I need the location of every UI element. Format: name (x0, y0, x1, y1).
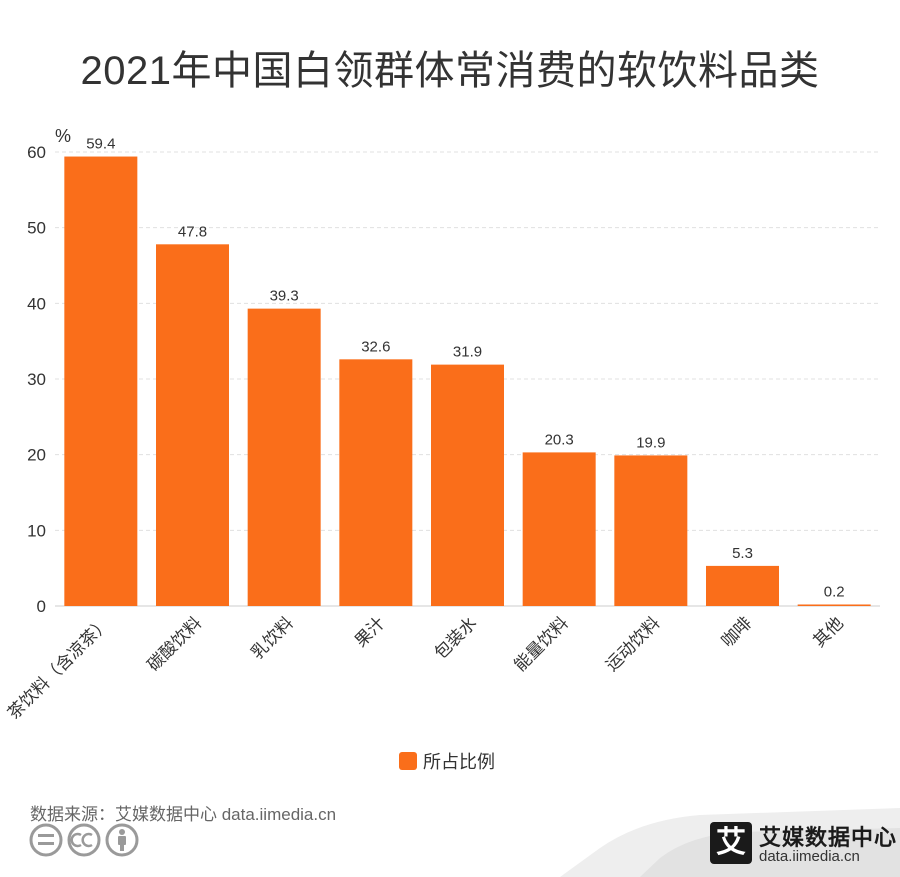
cc-license-icon (67, 823, 101, 857)
y-tick-label: 0 (37, 597, 46, 616)
chart-title: 2021年中国白领群体常消费的软饮料品类 (80, 49, 820, 93)
y-axis-unit: % (55, 126, 71, 146)
y-tick-label: 60 (27, 143, 46, 162)
bar[interactable] (247, 308, 321, 606)
data-label: 5.3 (732, 545, 753, 562)
bars: 59.4 47.8 39.3 32.6 31.9 20.3 19.9 5.3 0.2 (64, 136, 871, 607)
attribution-icon (105, 823, 139, 857)
legend[interactable]: 所占比例 (399, 748, 495, 774)
bar[interactable] (431, 364, 504, 606)
data-label: 59.4 (86, 136, 115, 153)
y-tick-label: 30 (27, 370, 46, 389)
equal-license-icon (29, 823, 63, 857)
legend-swatch (399, 752, 417, 770)
brand-name: 艾媒数据中心 (759, 825, 898, 850)
bar[interactable] (64, 156, 138, 607)
bar[interactable] (797, 604, 871, 606)
y-tick-label: 20 (27, 446, 46, 465)
brand-logo: 艾 (710, 822, 752, 864)
bar[interactable] (339, 359, 413, 606)
grid-lines (55, 151, 880, 531)
data-label: 0.2 (824, 583, 845, 600)
bar-chart: 0 10 20 30 40 50 60 % 59.4 47.8 39.3 32.6 31.9 20.3… (4, 126, 880, 724)
data-label: 47.8 (178, 223, 207, 240)
bar[interactable] (614, 455, 688, 606)
data-label: 31.9 (453, 344, 482, 361)
legend-label: 所占比例 (423, 752, 495, 772)
bar[interactable] (522, 452, 596, 606)
y-tick-label: 10 (27, 521, 46, 540)
data-label: 19.9 (636, 434, 665, 451)
data-label: 20.3 (545, 431, 574, 448)
bar[interactable] (156, 244, 229, 606)
brand-url: data.iimedia.cn (759, 848, 860, 865)
y-tick-label: 50 (27, 219, 46, 238)
data-label: 32.6 (361, 338, 390, 355)
bar[interactable] (706, 565, 779, 606)
source-text: 数据来源：艾媒数据中心 data.iimedia.cn (30, 805, 337, 824)
y-tick-label: 40 (27, 294, 46, 313)
brand[interactable]: 艾 艾媒数据中心 data.iimedia.cn (710, 820, 896, 870)
data-label: 39.3 (270, 288, 299, 305)
license-icons (29, 823, 139, 857)
